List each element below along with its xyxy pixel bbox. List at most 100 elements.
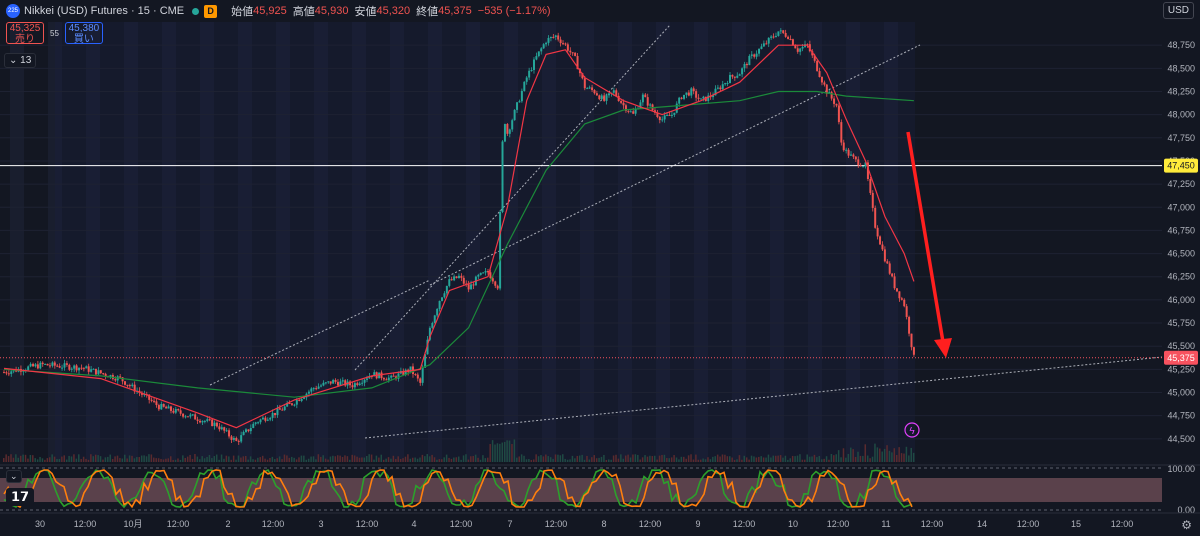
- indicators-toggle[interactable]: ⌄ 13: [4, 53, 37, 68]
- volume-bar: [230, 459, 232, 462]
- candle-body: [131, 384, 134, 386]
- volume-bar: [344, 455, 346, 462]
- candle-body: [102, 373, 105, 375]
- candle-body: [532, 59, 535, 70]
- volume-bar: [760, 456, 762, 462]
- trend-line: [354, 24, 671, 371]
- trend-line: [429, 44, 921, 286]
- candle-body: [165, 406, 168, 409]
- volume-bar: [639, 459, 641, 462]
- ohlc-close-label: 終値: [416, 6, 439, 18]
- candle-body: [68, 364, 71, 370]
- volume-bar: [758, 456, 760, 462]
- candle-body: [576, 55, 579, 70]
- volume-bar: [385, 458, 387, 462]
- ohlc-open-value: 45,925: [253, 5, 287, 17]
- volume-bar: [748, 459, 750, 462]
- buy-button[interactable]: 45,380 買い: [64, 22, 103, 45]
- volume-bar: [663, 454, 666, 462]
- candle-body: [566, 44, 569, 51]
- candle-body: [358, 383, 361, 385]
- candle-body: [370, 376, 373, 378]
- x-tick-label: 12:00: [1017, 519, 1040, 529]
- candle-body: [80, 367, 83, 369]
- candle-body: [586, 88, 589, 90]
- candle-body: [237, 440, 240, 442]
- volume-bar: [303, 455, 305, 462]
- candle-body: [680, 97, 683, 99]
- candle-body: [153, 400, 156, 402]
- x-tick-label: 12:00: [262, 519, 285, 529]
- volume-bar: [324, 458, 327, 462]
- candle-body: [903, 299, 906, 307]
- current-price-label: 45,375: [1167, 353, 1195, 363]
- volume-bar: [774, 455, 777, 462]
- volume-bar: [457, 456, 460, 462]
- oscillator-collapse-toggle[interactable]: ⌄: [6, 470, 22, 483]
- candle-body: [87, 366, 90, 372]
- volume-bar: [310, 456, 312, 462]
- volume-bar: [825, 456, 828, 462]
- session-band: [732, 22, 746, 462]
- candle-body: [126, 384, 129, 386]
- volume-bar: [474, 454, 477, 462]
- candle-body: [559, 39, 562, 44]
- volume-bar: [416, 458, 419, 462]
- candle-body: [97, 370, 100, 375]
- sell-button[interactable]: 45,325 売り: [6, 22, 44, 45]
- volume-bar: [276, 458, 278, 462]
- candle-body: [186, 416, 189, 418]
- x-tick-label: 10月: [123, 519, 142, 529]
- volume-bar: [678, 459, 680, 462]
- gear-icon[interactable]: ⚙: [1181, 518, 1192, 532]
- volume-bar: [690, 454, 692, 462]
- volume-bar: [903, 453, 905, 462]
- volume-bar: [736, 459, 738, 462]
- candle-body: [266, 419, 269, 421]
- ohlc-low-value: 45,320: [376, 5, 411, 17]
- volume-bar: [424, 456, 426, 462]
- candle-body: [133, 384, 136, 392]
- volume-bar: [755, 457, 758, 462]
- volume-bar: [235, 459, 237, 462]
- candle-body: [455, 276, 458, 279]
- volume-bar: [673, 455, 675, 462]
- volume-bar: [653, 455, 656, 462]
- volume-bar: [128, 455, 131, 462]
- volume-bar: [733, 459, 736, 462]
- volume-bar: [634, 454, 637, 462]
- candle-body: [528, 70, 531, 78]
- candle-body: [545, 42, 548, 45]
- session-band: [314, 22, 328, 462]
- candle-body: [511, 120, 514, 130]
- candle-body: [150, 399, 153, 401]
- x-tick-label: 2: [225, 519, 230, 529]
- candle-body: [271, 412, 274, 418]
- volume-bar: [564, 458, 566, 462]
- oscillator-k-line: [3, 468, 913, 509]
- volume-bar: [218, 459, 220, 462]
- volume-bar: [370, 454, 373, 462]
- candle-body: [629, 111, 632, 113]
- candle-body: [414, 374, 417, 376]
- currency-button[interactable]: USD: [1162, 2, 1194, 19]
- volume-bar: [278, 456, 281, 462]
- candle-body: [225, 430, 228, 432]
- candle-body: [833, 98, 836, 104]
- symbol-title[interactable]: Nikkei (USD) Futures · 15 · CME: [24, 5, 185, 17]
- candle-body: [433, 315, 436, 324]
- volume-bar: [692, 459, 695, 462]
- y-tick-label: 48,500: [1167, 63, 1195, 73]
- candle-body: [506, 124, 509, 134]
- volume-bar: [70, 456, 73, 462]
- candle-body: [34, 364, 37, 367]
- volume-bar: [620, 454, 622, 462]
- candle-body: [327, 381, 330, 383]
- volume-bar: [237, 455, 240, 462]
- volume-bar: [828, 459, 830, 462]
- volume-bar: [709, 459, 712, 462]
- volume-bar: [252, 459, 254, 462]
- candle-body: [646, 97, 649, 106]
- volume-bar: [796, 455, 799, 462]
